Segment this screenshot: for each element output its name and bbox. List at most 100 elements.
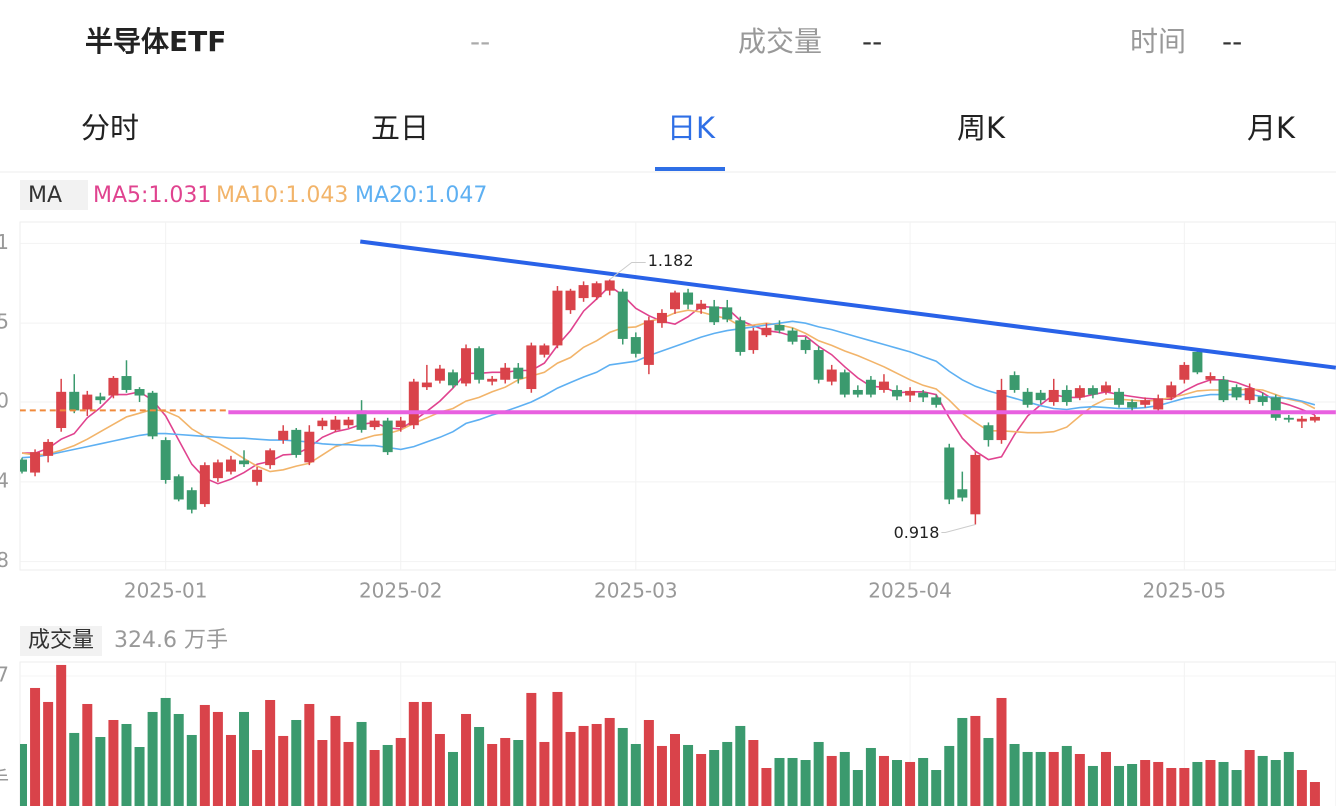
volume-bar (944, 745, 955, 806)
volume-bar (461, 713, 472, 806)
tab[interactable]: 周K (957, 111, 1006, 145)
tab[interactable]: 五日 (371, 111, 429, 145)
candle-body (643, 320, 654, 365)
ma-legend: MA10:1.043 (216, 183, 348, 208)
volume-bar (813, 741, 824, 806)
candle-body (160, 440, 171, 480)
candle-body (892, 389, 903, 397)
ma-label: MA (28, 183, 62, 208)
candle-body (30, 452, 41, 473)
volume-bar (513, 740, 524, 806)
volume-bar (1218, 761, 1229, 806)
candle-body (539, 345, 550, 355)
volume-bar (748, 740, 759, 806)
volume-bar (787, 757, 798, 806)
candle-body (447, 372, 458, 386)
volume-bar (330, 715, 341, 806)
candle-body (996, 389, 1007, 441)
volume-frame (19, 661, 1336, 806)
volume-bar (1283, 751, 1294, 806)
volume-bar (1257, 755, 1268, 806)
candle-body (147, 392, 158, 437)
volume-bar (735, 725, 746, 806)
x-tick-label: 2025-02 (359, 579, 443, 603)
candle-body (95, 396, 106, 401)
volume-bar (30, 687, 41, 806)
volume-bar (539, 741, 550, 806)
candle-body (291, 429, 302, 455)
tab[interactable]: 分时 (81, 111, 139, 145)
candle-body (1048, 389, 1059, 403)
candle-body (1166, 385, 1177, 398)
volume-bar (487, 743, 498, 806)
candle-body (604, 280, 615, 291)
plot-frame (19, 221, 1336, 571)
volume-bar (304, 703, 315, 806)
volume-bar (957, 717, 968, 806)
candle-body (918, 392, 929, 398)
y-tick-label: 1.135 (0, 310, 9, 334)
candle-body (1087, 388, 1098, 395)
tab-active[interactable]: 日K (667, 111, 716, 145)
candle-body (134, 389, 145, 396)
volume-bar (839, 751, 850, 806)
max-label: 1.182 (648, 251, 694, 270)
y-tick-label: 2477 (0, 662, 9, 686)
y-tick-label: 1.221 (0, 230, 9, 254)
candle-body (748, 330, 759, 351)
candle-body (252, 469, 263, 482)
min-label: 0.918 (894, 523, 940, 542)
candle-body (278, 430, 289, 441)
ma-legend: MA5:1.031 (93, 183, 211, 208)
candle-body (852, 389, 863, 395)
volume-bar (852, 770, 863, 806)
candle-body (265, 450, 276, 466)
candle-body (1309, 416, 1320, 421)
candle-body (1022, 391, 1033, 405)
candle-body (1218, 379, 1229, 401)
volume-bar (1035, 751, 1046, 806)
candle-body (513, 367, 524, 379)
tab[interactable]: 月K (1247, 111, 1296, 145)
candle-body (709, 306, 720, 323)
volume-bar (591, 723, 602, 806)
leader (941, 524, 976, 534)
candle-body (774, 325, 785, 331)
candle-body (1244, 388, 1255, 401)
candle-body (905, 390, 916, 396)
candle-body (1296, 418, 1307, 422)
volume-bar (173, 713, 184, 806)
volume-bar (800, 760, 811, 806)
candle-body (1270, 397, 1281, 418)
candle-body (343, 419, 354, 426)
candle-body (1127, 402, 1138, 408)
candle-body (108, 377, 119, 396)
volume-last: 324.6 万手 (114, 628, 228, 653)
volume-bar (291, 719, 302, 806)
candle-body (683, 292, 694, 305)
volume-bar (1166, 767, 1177, 806)
volume-bar (147, 711, 158, 806)
volume-bar (69, 732, 80, 806)
volume-bar (970, 715, 981, 806)
candle-body (212, 462, 223, 479)
candle-body (1074, 388, 1085, 398)
ma-badge (20, 180, 88, 210)
volume-bar (1244, 750, 1255, 806)
candle-body (944, 447, 955, 500)
ma-line (21, 320, 1316, 459)
volume-bar (421, 701, 432, 806)
volume-bar (43, 701, 54, 806)
volume-bar (1309, 782, 1320, 806)
volume-bar (565, 731, 576, 806)
volume-bar (356, 721, 367, 806)
candle-body (670, 292, 680, 310)
candle-body (369, 420, 380, 428)
candle-body (1192, 351, 1203, 373)
candle-body (1035, 392, 1046, 401)
volume-bar (134, 747, 145, 806)
candle-body (526, 345, 537, 390)
candle-body (826, 369, 837, 382)
y-tick-label: 1.050 (0, 389, 9, 413)
volume-bar (1022, 751, 1033, 806)
